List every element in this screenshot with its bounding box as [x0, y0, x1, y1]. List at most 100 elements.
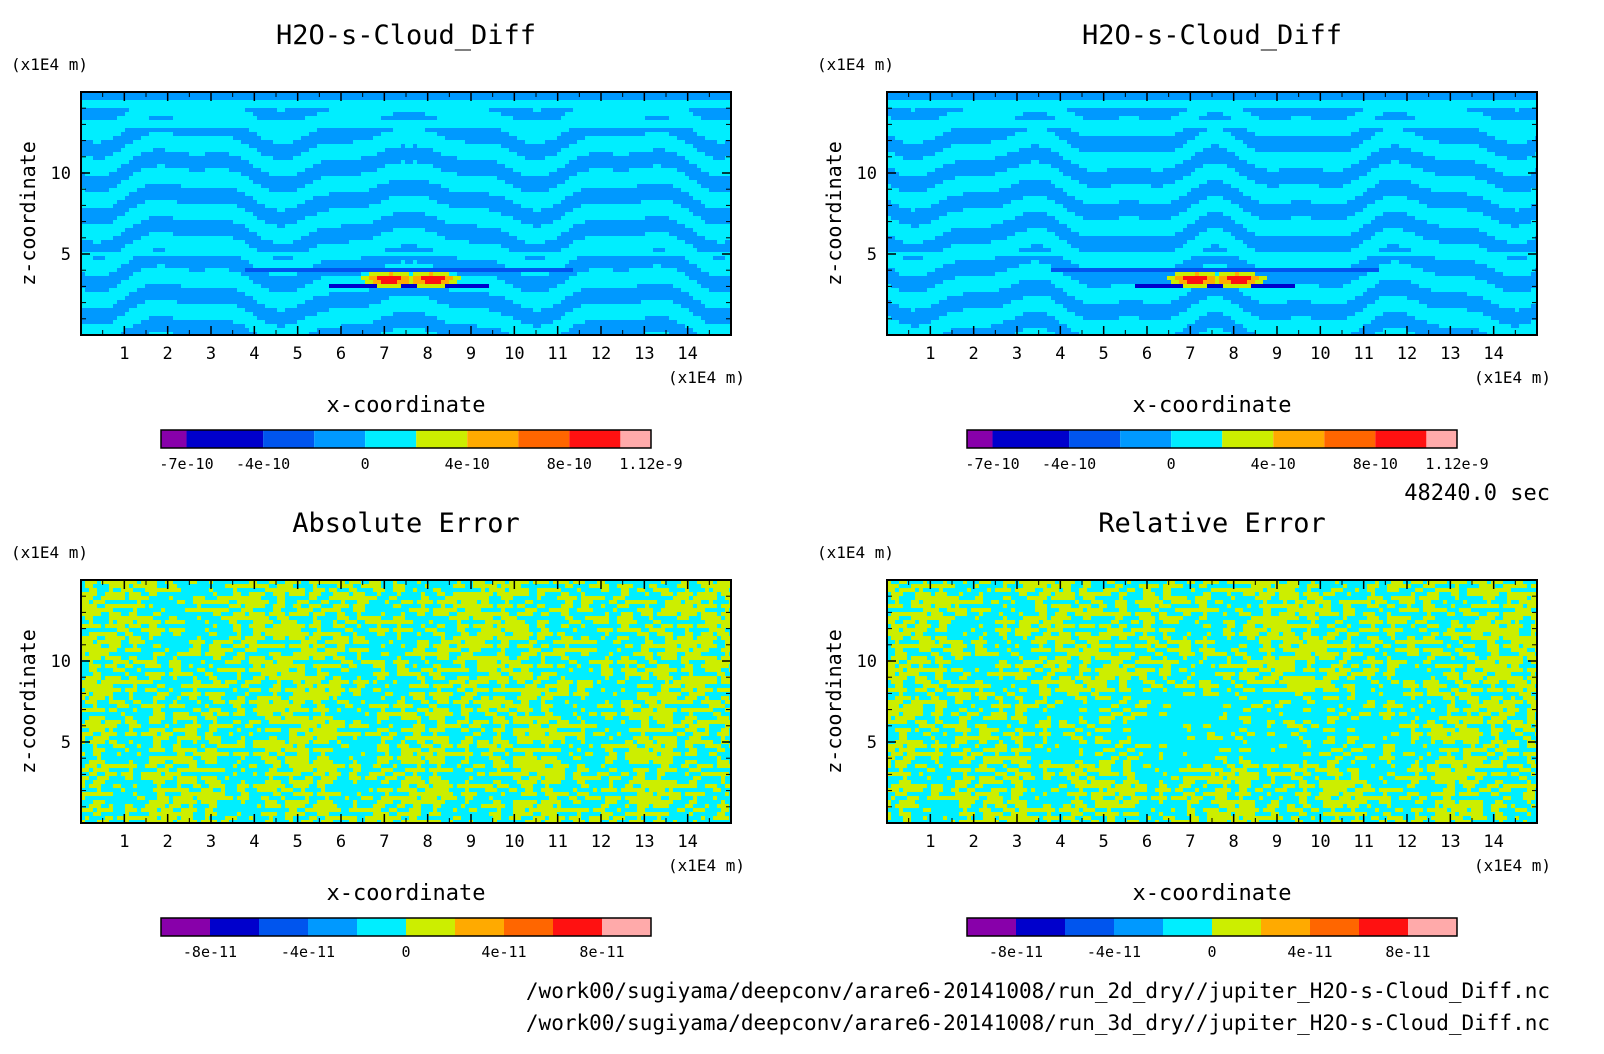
heatmap-cell [541, 284, 545, 288]
heatmap-cell [701, 304, 705, 308]
heatmap-cell [189, 192, 193, 196]
heatmap-cell [665, 156, 669, 160]
heatmap-cell [465, 224, 469, 228]
heatmap-cell [709, 240, 713, 244]
heatmap-cell [217, 132, 221, 136]
heatmap-cell [549, 108, 553, 112]
heatmap-cell [117, 144, 121, 148]
heatmap-cell [705, 176, 709, 180]
heatmap-cell [625, 128, 629, 132]
heatmap-cell [437, 300, 441, 304]
heatmap-cell [649, 328, 653, 332]
heatmap-cell [501, 272, 505, 276]
heatmap-cell [609, 196, 613, 200]
heatmap-cell [669, 184, 673, 188]
heatmap-cell [173, 264, 177, 268]
heatmap-cell [185, 132, 189, 136]
heatmap-cell [721, 96, 725, 100]
heatmap-cell [433, 156, 437, 160]
heatmap-cell [357, 228, 361, 232]
heatmap-cell [241, 260, 245, 264]
heatmap-cell [349, 96, 353, 100]
heatmap-cell [117, 236, 121, 240]
heatmap-cell [365, 260, 369, 264]
heatmap-cell [225, 188, 229, 192]
heatmap-cell [177, 192, 181, 196]
heatmap-cell [721, 148, 725, 152]
heatmap-cell [565, 268, 569, 272]
heatmap-cell [505, 312, 509, 316]
heatmap-cell [489, 272, 493, 276]
heatmap-cell [641, 320, 645, 324]
heatmap-cell [521, 240, 525, 244]
heatmap-cell [373, 284, 377, 288]
heatmap-cell [493, 96, 497, 100]
heatmap-cell [629, 188, 633, 192]
heatmap-cell [713, 216, 717, 220]
heatmap-cell [281, 280, 285, 284]
heatmap-cell [85, 152, 89, 156]
heatmap-cell [669, 152, 673, 156]
heatmap-cell [289, 144, 293, 148]
heatmap-cell [445, 128, 449, 132]
heatmap-cell [645, 164, 649, 168]
heatmap-cell [445, 164, 449, 168]
heatmap-cell [561, 276, 565, 280]
heatmap-cell [609, 164, 613, 168]
x-tick-label: 14 [677, 344, 697, 364]
heatmap-cell [469, 268, 473, 272]
heatmap-cell [701, 148, 705, 152]
heatmap-cell [417, 160, 421, 164]
heatmap-cell [89, 316, 93, 320]
heatmap-cell [161, 288, 165, 292]
heatmap-cell [597, 132, 601, 136]
heatmap-cell [189, 296, 193, 300]
heatmap-cell [489, 232, 493, 236]
heatmap-cell [161, 228, 165, 232]
heatmap-cell [677, 264, 681, 268]
heatmap-cell [225, 264, 229, 268]
heatmap-cell [493, 268, 497, 272]
heatmap-cell [541, 276, 545, 280]
heatmap-cell [449, 264, 453, 268]
heatmap-cell [497, 308, 501, 312]
heatmap-cell [125, 140, 129, 144]
heatmap-cell [537, 112, 541, 116]
heatmap-cell [333, 232, 337, 236]
heatmap-cell [489, 304, 493, 308]
heatmap-cell [289, 112, 293, 116]
heatmap-cell [553, 316, 557, 320]
heatmap-cell [197, 292, 201, 296]
heatmap-cell [161, 160, 165, 164]
heatmap-cell [457, 164, 461, 168]
heatmap-cell [405, 316, 409, 320]
heatmap-cell [165, 296, 169, 300]
heatmap-cell [693, 112, 697, 116]
heatmap-cell [513, 180, 517, 184]
heatmap-cell [189, 196, 193, 200]
heatmap-cell [321, 240, 325, 244]
heatmap-cell [345, 300, 349, 304]
heatmap-cell [389, 228, 393, 232]
heatmap-cell [541, 288, 545, 292]
heatmap-cell [461, 268, 465, 272]
heatmap-cell [557, 108, 561, 112]
heatmap-cell [645, 224, 649, 228]
heatmap-cell [509, 272, 513, 276]
footer-path-1: /work00/sugiyama/deepconv/arare6-2014100… [526, 979, 1550, 1003]
colorbar-tick-label: -4e-10 [236, 455, 290, 473]
heatmap-cell [625, 232, 629, 236]
heatmap-cell [401, 144, 405, 148]
heatmap-cell [581, 232, 585, 236]
heatmap-cell [497, 168, 501, 172]
heatmap-cell [465, 168, 469, 172]
heatmap-cell [133, 264, 137, 268]
heatmap-cell [481, 284, 485, 288]
heatmap-cell [325, 232, 329, 236]
heatmap-cell [673, 164, 677, 168]
heatmap-cell [225, 300, 229, 304]
heatmap-cell [293, 244, 297, 248]
heatmap-cell [265, 116, 269, 120]
heatmap-cell [421, 316, 425, 320]
heatmap-cell [297, 208, 301, 212]
